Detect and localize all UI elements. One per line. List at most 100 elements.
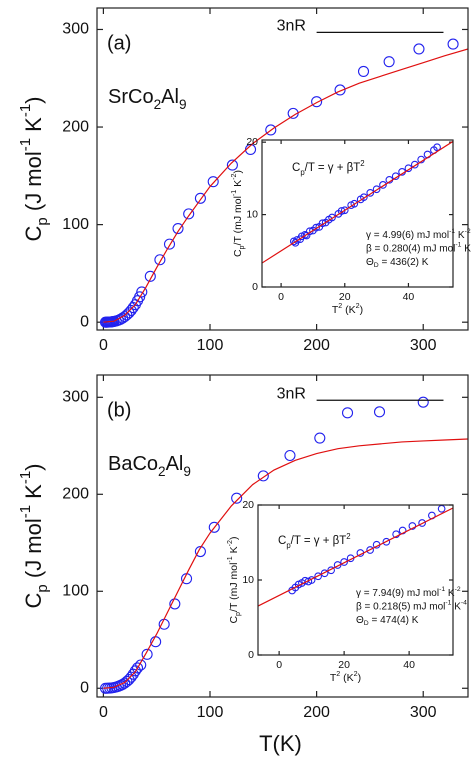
data-point	[135, 659, 147, 671]
text-segment: -1	[455, 242, 461, 249]
fit-parameter: β = 0.218(5) mJ mol-1 K-4	[356, 600, 467, 612]
x-tick-label: 300	[410, 704, 437, 721]
y-axis-title: Cp (J mol-1 K-1)	[17, 97, 51, 242]
x-tick-label: 0	[278, 291, 284, 303]
data-point	[418, 519, 426, 527]
text-segment: C	[292, 162, 300, 174]
text-segment: C	[228, 616, 240, 624]
data-point	[447, 38, 459, 50]
data-point	[320, 569, 329, 578]
text-segment: -1	[17, 505, 34, 518]
text-segment: -1	[449, 228, 455, 235]
text-segment: -1	[17, 471, 34, 484]
panel-label: (a)	[107, 32, 131, 54]
text-segment: /T (mJ mol	[232, 196, 244, 245]
y-axis-title: Cp/T (mJ mol-1 K-2)	[226, 536, 242, 623]
data-point	[207, 176, 219, 188]
data-point	[305, 227, 314, 236]
frame	[261, 139, 454, 288]
y-axis-title: Cp (J mol-1 K-1)	[17, 464, 51, 609]
text-segment: -2	[226, 540, 234, 546]
panel-label: (b)	[107, 399, 131, 421]
text-segment: p	[286, 541, 291, 550]
data-point	[194, 192, 206, 204]
data-point	[265, 124, 277, 136]
data-point	[125, 304, 137, 317]
text-segment: C	[232, 249, 244, 257]
data-point	[293, 236, 301, 244]
text-segment: (K	[340, 672, 353, 684]
text-segment: 2	[336, 670, 340, 678]
text-segment: 2	[360, 159, 364, 168]
text-segment: (K	[342, 304, 355, 316]
data-point	[334, 84, 346, 96]
text-segment: )	[228, 536, 240, 540]
data-point	[341, 407, 354, 419]
data-point	[382, 537, 391, 546]
data-point	[121, 309, 133, 321]
data-point	[131, 662, 144, 674]
data-point	[340, 206, 349, 215]
text-segment: p	[238, 245, 246, 249]
inset-background	[258, 505, 453, 655]
compound: BaCo2Al9	[108, 453, 191, 479]
text-segment: )	[232, 170, 244, 174]
y-tick-label: 0	[248, 649, 254, 661]
data-point	[144, 270, 156, 282]
text-segment: 9	[179, 97, 187, 112]
data-point	[417, 396, 429, 408]
text-segment: β = 0.218(5) mJ mol	[356, 601, 445, 612]
y-tick-label: 0	[252, 281, 258, 293]
data-point	[314, 432, 326, 444]
x-tick-label: 300	[410, 337, 437, 354]
data-point	[158, 618, 170, 630]
x-tick-label: 200	[303, 704, 330, 721]
data-point	[314, 572, 322, 581]
data-point	[337, 207, 346, 215]
fit-curve	[262, 140, 453, 264]
inset-background	[262, 140, 453, 287]
text-segment: Θ	[356, 615, 364, 626]
fit-formula: Cp/T = γ + βT2	[292, 159, 365, 177]
data-point	[373, 406, 386, 418]
text-segment: 9	[183, 464, 191, 479]
data-point	[327, 566, 335, 575]
x-tick-label: 200	[303, 337, 330, 354]
text-segment: SrCo	[108, 86, 154, 108]
data-point	[284, 449, 296, 462]
text-segment: C	[21, 225, 46, 241]
x-tick-label: 40	[403, 291, 415, 303]
text-segment: 2	[158, 464, 166, 479]
data-point	[125, 671, 137, 683]
data-point	[119, 311, 131, 323]
fit-parameter: γ = 7.94(9) mJ mol-1 K-2	[356, 586, 461, 598]
text-segment: K	[232, 180, 244, 190]
text-segment: p	[34, 584, 51, 592]
frame	[96, 7, 469, 331]
fit-curve	[258, 507, 453, 607]
text-segment: -2	[455, 586, 461, 593]
limit-label: 3nR	[277, 385, 306, 402]
text-segment: C	[278, 535, 286, 547]
text-segment: -1	[445, 600, 451, 607]
text-segment: K	[21, 484, 46, 505]
data-point	[183, 208, 195, 220]
data-point	[127, 668, 139, 680]
data-point	[307, 576, 316, 584]
data-point	[357, 65, 370, 77]
y-tick-label: 100	[62, 583, 89, 600]
y-axis-title: Cp/T (mJ mol-1 K-2)	[230, 170, 246, 257]
data-point	[392, 530, 400, 539]
text-segment: -1	[230, 190, 238, 196]
text-segment: γ = 4.99(6) mJ mol	[366, 230, 449, 241]
data-point	[379, 181, 387, 189]
limit-label: 3nR	[277, 18, 306, 35]
fit-parameter: γ = 4.99(6) mJ mol-1 K-2	[366, 228, 471, 240]
fit-parameter: ΘD = 436(2) K	[366, 257, 429, 270]
text-segment: 2	[154, 97, 162, 112]
text-segment: (J mol	[21, 518, 46, 584]
y-tick-label: 200	[62, 486, 89, 503]
y-tick-label: 100	[62, 216, 89, 233]
y-tick-label: 20	[242, 499, 254, 511]
